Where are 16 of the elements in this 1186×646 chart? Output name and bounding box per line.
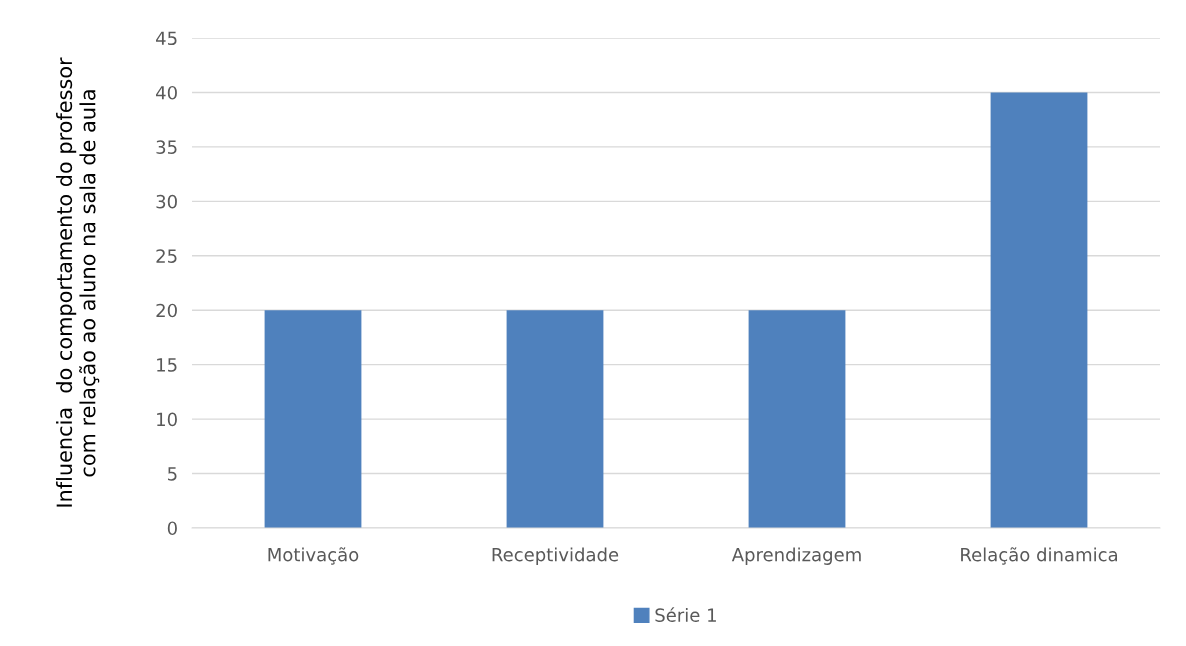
y-tick-label: 15: [157, 358, 177, 372]
y-tick-label: 20: [156, 303, 177, 318]
y-tick-label: 25: [156, 249, 177, 263]
y-tick-label: 40: [156, 85, 177, 100]
y-axis-title: Influencia do comportamento do professor com relação ao aluno na sala de aula: [56, 57, 100, 507]
legend-label: Série 1: [655, 607, 716, 622]
x-tick-label: Motivação: [268, 547, 359, 565]
x-tick-label: Receptividade: [492, 547, 619, 565]
x-tick-label: Relação dinamica: [961, 547, 1117, 565]
y-tick-label: 35: [156, 140, 177, 155]
y-tick-label: 10: [157, 412, 177, 427]
y-tick-label: 45: [156, 31, 177, 46]
y-tick-label: 0: [167, 521, 177, 536]
x-tick-label: Aprendizagem: [731, 547, 861, 565]
y-tick-label: 30: [156, 194, 177, 209]
y-tick-label: 5: [168, 467, 177, 481]
